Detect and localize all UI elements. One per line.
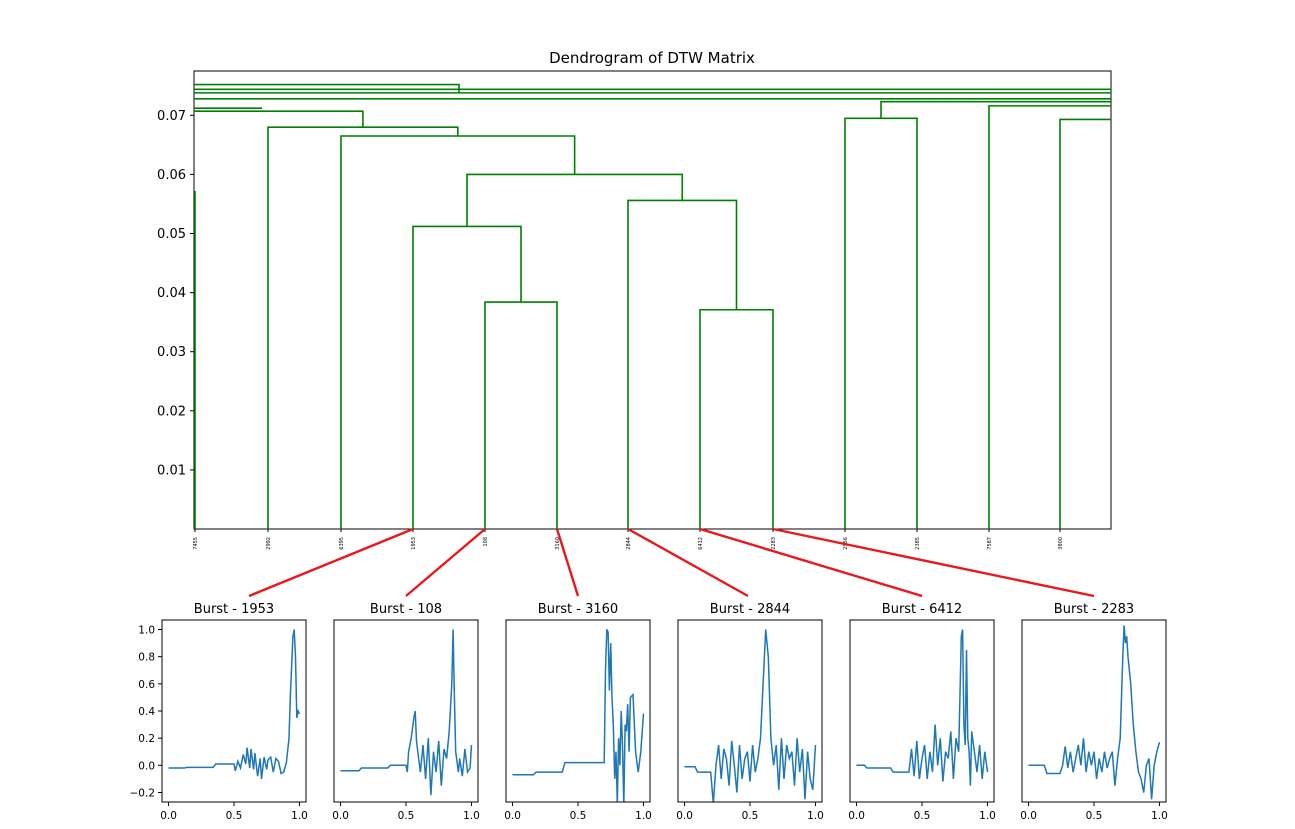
dendro-link-2956-up (880, 100, 1111, 119)
burst-xtick-label: 1.0 (1151, 810, 1168, 822)
connector-line-1953 (248, 527, 414, 598)
burst-ytick-label: 0.2 (138, 733, 155, 745)
burst-panels: Burst - 1953 0.0 0.5 1.0 −0.2 0.0 0.2 0.4 0.6 0.8… (130, 602, 1168, 822)
burst-xtick-label: 0.5 (570, 810, 587, 822)
burst-panel: Burst - 3160 0.0 0.5 1.0 (504, 602, 652, 822)
connector-line-3160 (555, 528, 580, 597)
burst-signal-line (340, 629, 473, 796)
burst-panel-title: Burst - 2844 (710, 602, 790, 617)
burst-xtick-label: 1.0 (635, 810, 652, 822)
dendro-ytick-label: 0.04 (157, 286, 186, 301)
burst-signal-line (512, 629, 645, 802)
burst-panel-title: Burst - 6412 (882, 602, 962, 617)
burst-ytick-label: 0.0 (138, 760, 155, 772)
dendro-link-upper-left (194, 110, 364, 128)
dendro-ytick-label: 0.03 (157, 345, 186, 360)
burst-signal-line (168, 629, 301, 779)
burst-panel-title: Burst - 3160 (538, 602, 618, 617)
dendro-ytick-label: 0.06 (157, 168, 186, 183)
burst-panel-title: Burst - 1953 (194, 602, 274, 617)
dendro-leaf-label: 3800 (1058, 537, 1064, 550)
burst-xtick-label: 0.5 (1086, 810, 1103, 822)
burst-xtick-label: 0.5 (742, 810, 759, 822)
dendro-leaf-label: 2844 (626, 537, 632, 550)
burst-xtick-label: 1.0 (979, 810, 996, 822)
connector-line-2283 (772, 527, 1095, 598)
burst-xtick-label: 1.0 (463, 810, 480, 822)
burst-xtick-label: 1.0 (807, 810, 824, 822)
dendro-ytick-label: 0.02 (157, 404, 186, 419)
dendro-leaf-label: 7587 (987, 537, 993, 550)
burst-xtick-label: 0.0 (848, 810, 865, 822)
connector-line-108 (405, 528, 486, 597)
burst-xtick-label: 0.0 (1020, 810, 1037, 822)
dendro-leaf-label: 1953 (411, 537, 417, 550)
dendro-ytick-label: 0.05 (157, 227, 186, 242)
connector-lines (248, 527, 1095, 598)
dendro-leaf-label: 2283 (771, 537, 777, 550)
dendro-leaf-label: 108 (483, 537, 489, 547)
burst-ytick-label: −0.2 (130, 787, 156, 799)
burst-panel-title: Burst - 108 (370, 602, 442, 617)
burst-signal-line (684, 629, 817, 802)
burst-xtick-label: 0.5 (398, 810, 415, 822)
burst-ytick-label: 0.8 (138, 652, 155, 664)
dendro-leaf-label: 6395 (339, 537, 345, 550)
dendrogram-frame (193, 70, 1112, 530)
dendro-link-7587 (988, 105, 1111, 529)
burst-panel: Burst - 1953 0.0 0.5 1.0 −0.2 0.0 0.2 0.4 0.6 0.8… (130, 602, 308, 822)
connector-line-2844 (627, 527, 749, 598)
burst-xtick-label: 0.5 (226, 810, 243, 822)
burst-panel: Burst - 2844 0.0 0.5 1.0 (676, 602, 824, 822)
dendro-link-3800 (1059, 118, 1111, 529)
burst-panel-title: Burst - 2283 (1054, 602, 1134, 617)
burst-panel: Burst - 6412 0.0 0.5 1.0 (848, 602, 996, 822)
burst-panel: Burst - 108 0.0 0.5 1.0 (332, 602, 480, 822)
dendrogram-plot: 0.01 0.02 0.03 0.04 0.05 0.06 0.07 7455 2992 6395… (157, 70, 1112, 550)
dendro-leaf-label: 6412 (698, 537, 704, 550)
dendro-ytick-label: 0.01 (157, 463, 186, 478)
burst-signal-line (856, 629, 989, 786)
burst-ytick-label: 0.4 (138, 706, 155, 718)
burst-xtick-label: 0.0 (332, 810, 349, 822)
connector-line-6412 (699, 527, 923, 598)
burst-xtick-label: 0.0 (676, 810, 693, 822)
burst-xtick-label: 1.0 (291, 810, 308, 822)
burst-panel: Burst - 2283 0.0 0.5 1.0 (1020, 602, 1168, 822)
dendro-top-bar-short (194, 83, 460, 93)
dendro-ytick-label: 0.07 (157, 109, 186, 124)
burst-ytick-label: 0.6 (138, 679, 155, 691)
dendro-leaf-label: 3160 (555, 537, 561, 550)
burst-xtick-label: 0.0 (504, 810, 521, 822)
dendrogram-title: Dendrogram of DTW Matrix (549, 49, 755, 67)
dendro-leaf-label: 2992 (266, 537, 272, 550)
burst-xtick-label: 0.5 (914, 810, 931, 822)
burst-signal-line (1028, 625, 1161, 800)
dendro-leaf-label: 7455 (193, 537, 199, 550)
burst-xtick-label: 0.0 (160, 810, 177, 822)
dendro-leaf-label: 2385 (915, 537, 921, 550)
burst-ytick-label: 1.0 (138, 625, 155, 637)
